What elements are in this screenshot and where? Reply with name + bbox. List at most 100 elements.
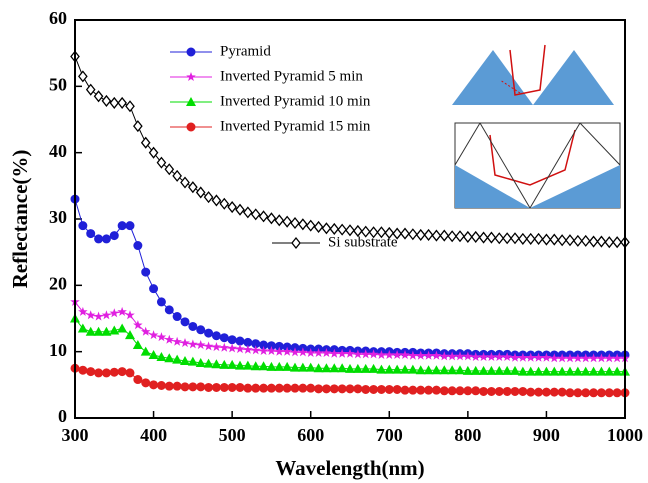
marker (409, 386, 417, 394)
marker (267, 384, 275, 392)
x-tick-label: 700 (376, 425, 403, 445)
marker (542, 235, 550, 245)
marker (157, 332, 167, 341)
marker (487, 233, 495, 243)
marker (134, 242, 142, 250)
x-tick-label: 500 (219, 425, 246, 445)
marker (307, 221, 315, 231)
marker (425, 230, 433, 240)
marker (566, 235, 574, 245)
legend-marker (187, 123, 195, 131)
marker (590, 389, 598, 397)
marker (197, 187, 205, 197)
marker (236, 205, 244, 215)
marker (150, 381, 158, 389)
marker (110, 232, 118, 240)
marker (456, 231, 464, 241)
marker (142, 268, 150, 276)
series (70, 314, 630, 376)
marker (315, 385, 323, 393)
marker (117, 323, 127, 332)
marker (228, 202, 236, 212)
x-tick-label: 600 (297, 425, 324, 445)
marker (134, 376, 142, 384)
marker (432, 231, 440, 241)
marker (487, 387, 495, 395)
marker (448, 231, 456, 241)
marker (110, 308, 120, 317)
marker (299, 219, 307, 229)
marker (87, 230, 95, 238)
marker (574, 236, 582, 246)
marker (173, 382, 181, 390)
marker (150, 285, 158, 293)
series-line (75, 319, 625, 372)
marker (260, 211, 268, 221)
marker (197, 383, 205, 391)
y-tick-label: 10 (49, 340, 67, 360)
marker (550, 388, 558, 396)
marker (197, 326, 205, 334)
marker (95, 91, 103, 101)
x-tick-label: 900 (533, 425, 560, 445)
marker (472, 387, 480, 395)
marker (126, 222, 134, 230)
marker (126, 101, 134, 111)
marker (511, 387, 519, 395)
marker (212, 332, 220, 340)
marker (519, 234, 527, 244)
marker (448, 387, 456, 395)
y-tick-label: 30 (49, 207, 67, 227)
marker (165, 164, 173, 174)
marker (220, 199, 228, 209)
marker (472, 232, 480, 242)
marker (102, 96, 110, 106)
y-tick-label: 20 (49, 273, 67, 293)
marker (401, 229, 409, 239)
marker (149, 350, 159, 359)
series-line (75, 199, 625, 355)
marker (228, 383, 236, 391)
marker (291, 218, 299, 228)
marker (527, 388, 535, 396)
marker (181, 383, 189, 391)
marker (590, 237, 598, 247)
marker (118, 368, 126, 376)
marker (149, 330, 159, 339)
marker (236, 337, 244, 345)
marker (189, 383, 197, 391)
marker (79, 71, 87, 81)
marker (189, 182, 197, 192)
marker (95, 369, 103, 377)
marker (236, 383, 244, 391)
x-tick-label: 300 (62, 425, 89, 445)
marker (157, 381, 165, 389)
marker (338, 225, 346, 235)
marker (212, 195, 220, 205)
marker (362, 385, 370, 393)
marker (582, 236, 590, 246)
marker (377, 385, 385, 393)
marker (432, 386, 440, 394)
x-tick-label: 1000 (607, 425, 643, 445)
legend-marker (292, 238, 300, 248)
marker (354, 385, 362, 393)
marker (558, 235, 566, 245)
marker (79, 366, 87, 374)
marker (244, 207, 252, 217)
marker (283, 217, 291, 227)
marker (172, 337, 182, 346)
legend-label: Inverted Pyramid 15 min (220, 118, 371, 134)
marker (205, 329, 213, 337)
marker (409, 229, 417, 239)
y-tick-label: 0 (58, 406, 67, 426)
marker (95, 235, 103, 243)
marker (212, 383, 220, 391)
legend-label: Si substrate (328, 234, 398, 250)
marker (165, 382, 173, 390)
marker (180, 338, 190, 347)
marker (228, 336, 236, 344)
marker (417, 230, 425, 240)
marker (550, 235, 558, 245)
marker (535, 388, 543, 396)
